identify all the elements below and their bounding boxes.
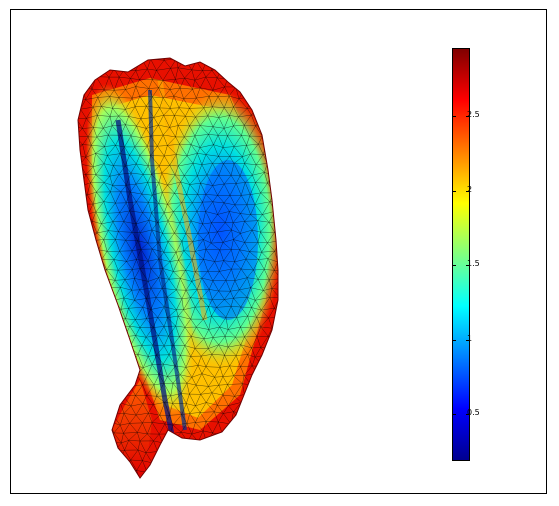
colorbar-tick-label: 2.5 bbox=[467, 110, 480, 120]
colorbar-tick-label: 2 bbox=[467, 184, 473, 194]
colorbar-tick-label: 1.5 bbox=[467, 259, 480, 269]
colorbar: 0.5 1 1.5 2 2.5 bbox=[452, 48, 480, 461]
colorbar-tick-label: 1 bbox=[467, 333, 473, 343]
mesh-outline bbox=[77, 57, 279, 479]
colorbar-tick-label: 0.5 bbox=[467, 408, 480, 418]
